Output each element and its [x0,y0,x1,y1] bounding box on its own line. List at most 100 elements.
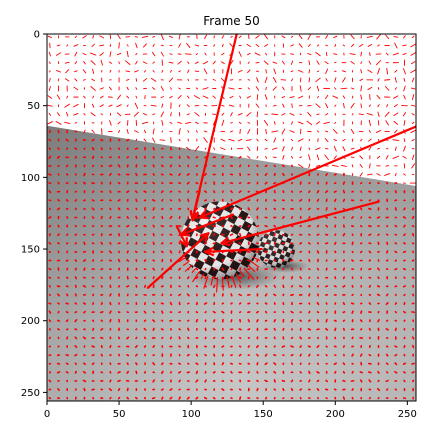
flow-vector [74,267,77,271]
flow-vector [117,311,121,314]
flow-vector [195,267,199,271]
flow-vector [65,302,69,305]
flow-vector [230,319,233,323]
flow-vector [74,242,77,245]
flow-vector [178,328,181,331]
flow-vector [178,173,181,176]
flow-vector [100,319,103,322]
flow-vector [342,189,346,194]
flow-vector [204,336,207,340]
flow-vector [186,146,191,151]
flow-vector [325,130,329,133]
flow-vector [89,52,97,56]
flow-vector [308,353,311,357]
flow-vector [256,164,259,168]
flow-vector [333,173,337,176]
flow-vector [134,345,138,349]
flow-vector [366,113,373,116]
flow-vector [291,121,293,125]
flow-vector [403,145,406,152]
flow-vector [178,336,181,340]
flow-vector [290,310,294,314]
flow-vector [74,370,77,374]
flow-vector [367,86,373,91]
flow-vector [212,371,216,374]
flow-vector [203,137,208,143]
flow-vector [239,95,242,99]
flow-vector [152,216,155,219]
flow-vector [255,344,259,349]
flow-vector [351,396,354,400]
flow-vector [82,181,86,185]
flow-vector [152,181,156,185]
flow-vector [308,258,311,263]
flow-vector [273,327,276,331]
flow-vector [212,328,216,331]
flow-vector [247,345,251,348]
flow-vector [368,302,372,305]
flow-vector [100,353,103,357]
flow-vector [82,302,87,305]
flow-vector [360,328,363,331]
flow-vector [281,164,285,168]
flow-vector [117,199,121,202]
flow-vector [316,130,320,133]
flow-vector [221,164,225,167]
flow-vector [334,104,337,107]
flow-vector [325,216,329,219]
flow-vector [178,70,181,73]
flow-vector [394,388,398,391]
flow-vector [368,379,372,383]
flow-vector [290,60,294,65]
flow-vector [325,94,329,100]
flow-vector [160,224,165,228]
flow-vector [308,154,311,161]
flow-vector [323,121,330,125]
flow-vector [282,154,285,160]
flow-vector [47,104,53,107]
flow-vector [57,345,60,348]
plot-frame [46,33,417,402]
flow-vector [221,112,225,116]
flow-vector [57,181,60,185]
flow-vector [143,207,147,211]
flow-vector [169,371,173,374]
flow-vector [135,172,138,177]
flow-vector [238,276,242,279]
flow-vector [394,207,397,211]
flow-vector [394,345,398,348]
flow-vector [109,216,112,219]
flow-vector [91,129,95,134]
flow-vector [92,95,94,99]
flow-vector [393,112,399,117]
flow-vector [308,362,311,365]
flow-vector [298,34,303,40]
flow-vector [308,379,311,383]
flow-vector [273,137,277,143]
flow-vector [316,242,320,245]
flow-vector [91,199,95,202]
flow-vector [228,138,235,142]
flow-vector [66,293,69,297]
flow-vector [187,95,190,99]
plot-area [47,34,416,401]
flow-vector [315,164,321,167]
flow-vector [402,285,407,288]
flow-vector [290,362,294,366]
flow-vector [368,146,372,151]
flow-vector [109,86,112,91]
flow-vector [341,70,347,73]
flow-vector [238,293,242,297]
flow-vector [160,250,164,254]
flow-vector [290,139,294,142]
flow-vector [255,86,260,91]
flow-vector [410,129,416,133]
flow-vector [90,112,96,117]
flow-vector [126,370,130,374]
flow-vector [186,293,190,297]
flow-vector [108,61,113,64]
flow-vector [290,259,294,262]
flow-vector [299,336,303,340]
flow-vector [65,310,69,314]
flow-vector [256,353,259,357]
